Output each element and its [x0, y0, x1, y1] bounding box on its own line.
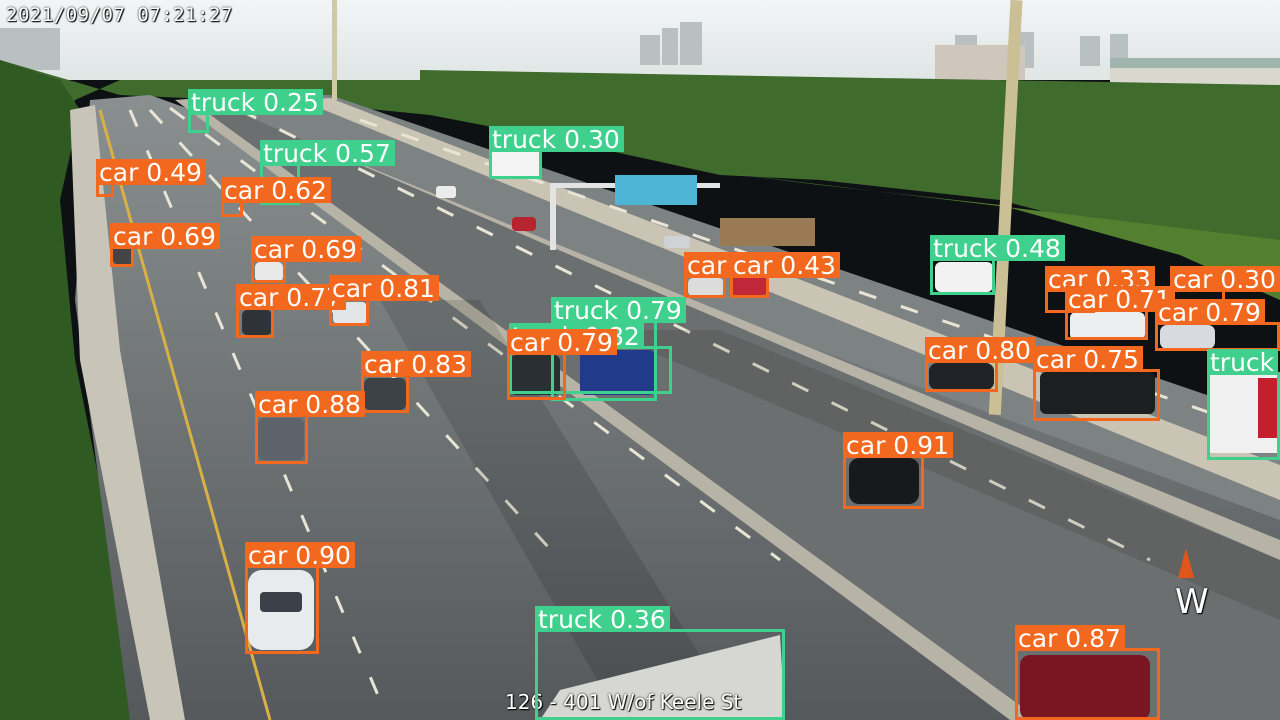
truck-detection-box: truck 0.57	[260, 140, 395, 205]
trees	[0, 60, 1280, 720]
gantry-bottom	[540, 635, 785, 720]
detection-label: car 0.81	[329, 275, 439, 301]
truck-detection-box: truck 0.48	[930, 235, 1065, 295]
timestamp: 2021/09/07 07:21:27	[6, 4, 233, 26]
car-detection-box: car 0.69	[251, 236, 361, 283]
car-detection-box: car 0.71	[1065, 286, 1175, 340]
detection-label: car 0.30	[1170, 266, 1280, 292]
truck-detection-box: truck 0.25	[188, 89, 323, 133]
car-detection-box: car	[684, 252, 731, 298]
detection-label: truck 0.30	[489, 126, 624, 152]
detection-label: truck	[1207, 349, 1279, 375]
detection-label: car	[684, 252, 731, 278]
direction-label: W	[1175, 582, 1209, 622]
car-detection-box: car 0.62	[221, 177, 331, 217]
truck-detection-box: truck 0.36	[535, 606, 785, 720]
collector-lanes	[200, 95, 1280, 520]
detection-label: car 0.77	[236, 284, 346, 310]
traffic-cone	[1178, 548, 1194, 578]
detection-label: car 0.49	[96, 159, 206, 185]
truck-detection-box: truck 0.30	[489, 126, 624, 179]
car-detection-box: car 0.91	[843, 432, 953, 509]
light-pole	[988, 0, 1023, 416]
detection-label: car 0.87	[1015, 625, 1125, 651]
overhead-sign	[615, 175, 697, 205]
car-detection-box: car 0.79	[1155, 299, 1280, 351]
vehicles	[113, 152, 1280, 720]
detection-label: car 0.88	[255, 391, 365, 417]
truck-detection-box: truck	[1207, 349, 1280, 460]
detection-label: truck 0.25	[188, 89, 323, 115]
detection-label: car 0.79	[1155, 299, 1265, 325]
detection-label: car 0.75	[1033, 346, 1143, 372]
car-detection-box: car 0.90	[245, 542, 355, 654]
car-detection-box: car 0.77	[236, 284, 346, 338]
yellow-edge-line	[98, 109, 272, 720]
detection-label: car 0.62	[221, 177, 331, 203]
detection-label: car 0.83	[361, 351, 471, 377]
car-detection-box: car 0.87	[1015, 625, 1160, 720]
detection-label: car 0.43	[730, 252, 840, 278]
car-detection-box: car 0.81	[329, 275, 439, 326]
truck-detection-box: truck 0.79	[551, 297, 686, 401]
car-detection-box: car 0.69	[110, 223, 220, 267]
car-detection-box: car 0.79	[507, 329, 617, 400]
detection-label: car 0.80	[925, 337, 1035, 363]
car-detection-box: car 0.83	[361, 351, 471, 413]
detection-label: truck 0.57	[260, 140, 395, 166]
detection-label: car 0.69	[110, 223, 220, 249]
car-detection-box: car 0.49	[96, 159, 206, 197]
camera-location-label: 126 - 401 W/of Keele St	[505, 690, 742, 714]
detection-label: truck 0.79	[551, 297, 686, 323]
detection-label: car 0.69	[251, 236, 361, 262]
car-detection-box: car 0.88	[255, 391, 365, 464]
car-detection-box: car 0.80	[925, 337, 1035, 392]
detection-label: car 0.71	[1065, 286, 1175, 312]
left-shoulder-barrier	[70, 105, 185, 720]
detection-label: car 0.79	[507, 329, 617, 355]
detection-label: truck 0.36	[535, 606, 670, 632]
detection-label: car 0.90	[245, 542, 355, 568]
detection-label: car 0.91	[843, 432, 953, 458]
car-detection-box: car 0.75	[1033, 346, 1160, 421]
detection-label: truck 0.48	[930, 235, 1065, 261]
car-detection-box: car 0.43	[730, 252, 840, 298]
